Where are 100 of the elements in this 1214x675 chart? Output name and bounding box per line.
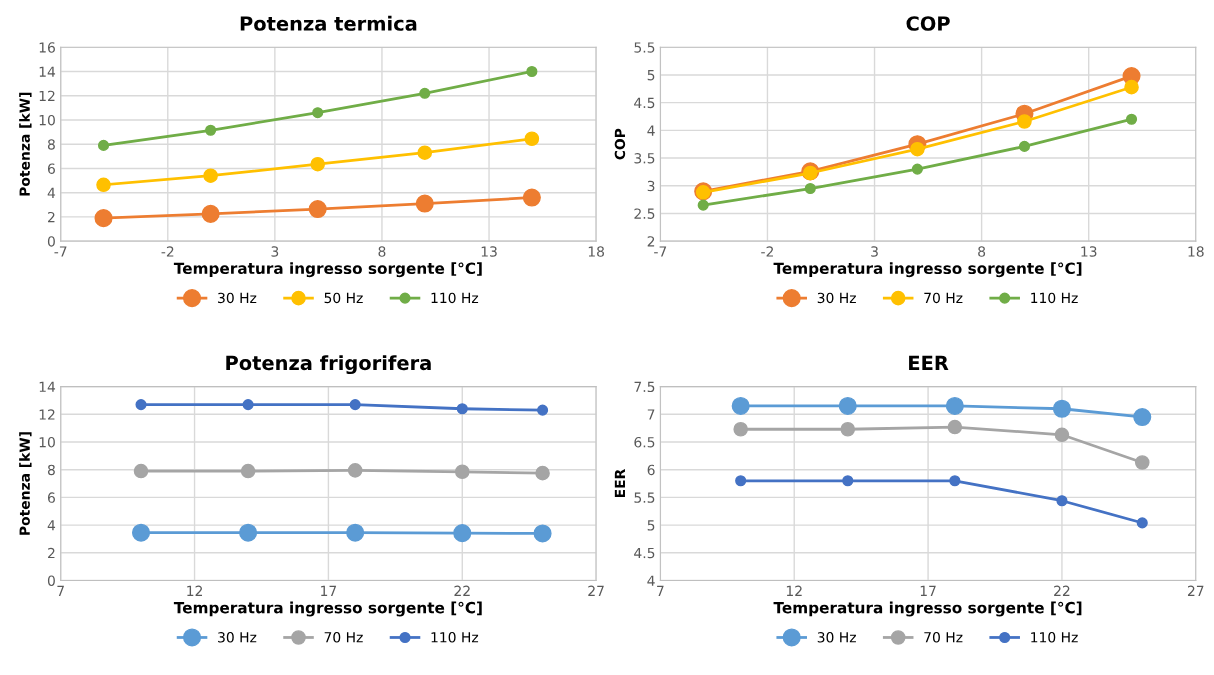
y-axis-title: Potenza [kW] — [19, 92, 32, 196]
point — [911, 163, 923, 175]
chart-title: COP — [906, 16, 950, 31]
y-tick-label: 5.5 — [634, 492, 655, 503]
point — [242, 399, 254, 411]
chart-title: EER — [909, 355, 949, 370]
point — [131, 523, 151, 542]
point — [347, 463, 363, 478]
legend-label: 30 Hz — [218, 632, 257, 643]
chart-title: Potenza termica — [240, 15, 417, 31]
x-tick-label: 13 — [1081, 246, 1097, 257]
y-tick-label: 14 — [39, 381, 56, 392]
y-tick-label: 3.5 — [634, 153, 655, 164]
legend-label: 70 Hz — [324, 632, 363, 643]
x-tick-label: 12 — [786, 585, 802, 596]
y-tick-label: 7 — [647, 409, 655, 420]
y-tick-label: 8 — [47, 139, 55, 150]
legend-label: 50 Hz — [324, 292, 363, 304]
point — [535, 465, 550, 481]
point — [133, 463, 149, 479]
point — [840, 421, 856, 437]
y-tick-label: 12 — [39, 90, 55, 101]
point — [201, 204, 220, 223]
y-tick-label: 4 — [647, 125, 655, 136]
legend-label: 30 Hz — [817, 292, 856, 304]
x-tick-label: 13 — [481, 246, 497, 257]
y-tick-label: 6 — [47, 492, 55, 503]
point — [733, 421, 748, 437]
y-tick-label: 12 — [39, 409, 55, 420]
point — [697, 199, 709, 211]
y-tick-label: 2 — [647, 236, 655, 247]
y-tick-label: 5 — [647, 520, 655, 531]
point — [842, 475, 854, 487]
y-tick-label: 4 — [47, 520, 56, 531]
x-tick-label: 17 — [321, 585, 337, 596]
y-tick-label: 14 — [39, 66, 56, 77]
y-tick-label: 7.5 — [634, 381, 655, 393]
x-tick-label: 27 — [1187, 585, 1204, 596]
point — [239, 523, 258, 542]
x-tick-label: 18 — [1188, 246, 1204, 257]
point — [312, 107, 324, 119]
x-axis-title: Temperatura ingresso sorgente [°C] — [773, 262, 1082, 278]
legend-label: 110 Hz — [431, 292, 479, 304]
point — [949, 475, 961, 487]
point — [417, 145, 433, 160]
point — [308, 200, 327, 219]
y-tick-label: 4.5 — [634, 547, 655, 559]
x-tick-label: 22 — [1054, 585, 1070, 596]
x-tick-label: -7 — [654, 246, 667, 257]
x-tick-label: -2 — [761, 246, 773, 257]
legend-label: 110 Hz — [431, 632, 479, 643]
y-axis-title: Potenza [kW] — [19, 432, 32, 535]
y-tick-label: 0 — [47, 575, 55, 586]
x-tick-label: 17 — [920, 585, 936, 596]
y-tick-label: 4.5 — [634, 97, 655, 109]
point — [947, 419, 963, 435]
y-tick-label: 2.5 — [634, 208, 655, 219]
y-tick-label: 10 — [39, 436, 55, 448]
x-tick-label: -2 — [161, 246, 174, 257]
y-tick-label: 6 — [647, 464, 655, 476]
point — [522, 188, 541, 207]
point — [731, 396, 750, 416]
y-axis-title: EER — [614, 468, 625, 498]
x-tick-label: 12 — [187, 585, 202, 596]
y-axis-title: COP — [614, 128, 626, 160]
point — [203, 168, 218, 184]
x-axis-title: Temperatura ingresso sorgente [°C] — [173, 262, 482, 278]
x-tick-label: 22 — [454, 585, 470, 596]
legend-label: 70 Hz — [924, 292, 963, 304]
point — [1134, 455, 1150, 470]
point — [526, 65, 538, 78]
x-tick-label: 8 — [378, 246, 386, 257]
point — [945, 396, 964, 416]
point — [97, 139, 110, 151]
point — [533, 524, 552, 543]
point — [735, 475, 747, 487]
point — [524, 131, 540, 147]
point — [1052, 399, 1071, 418]
y-tick-label: 16 — [39, 42, 55, 53]
legend-label: 70 Hz — [924, 632, 963, 643]
y-tick-label: 5.5 — [634, 42, 655, 53]
legend-label: 110 Hz — [1031, 292, 1078, 304]
x-tick-label: 18 — [588, 246, 605, 257]
y-tick-label: 6 — [47, 163, 55, 174]
point — [310, 156, 325, 172]
legend-label: 110 Hz — [1031, 632, 1078, 643]
y-tick-label: 10 — [39, 114, 55, 126]
point — [240, 463, 256, 479]
point — [205, 124, 217, 136]
point — [454, 464, 470, 480]
point — [537, 404, 549, 416]
point — [96, 177, 111, 193]
point — [419, 87, 431, 99]
point — [1125, 113, 1138, 125]
y-tick-label: 0 — [47, 236, 55, 247]
legend-label: 30 Hz — [218, 292, 257, 304]
point — [1054, 427, 1070, 443]
chart-title: Potenza frigorifera — [226, 355, 431, 375]
point — [1056, 495, 1068, 507]
x-tick-label: -7 — [54, 246, 67, 257]
